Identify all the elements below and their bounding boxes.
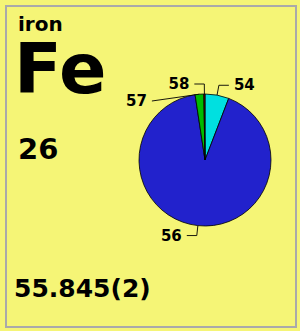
svg-text:54: 54 [234, 76, 255, 94]
svg-text:56: 56 [161, 227, 182, 245]
svg-text:iron: iron [18, 12, 63, 36]
svg-text:57: 57 [126, 92, 147, 110]
svg-text:58: 58 [168, 75, 189, 93]
svg-text:Fe: Fe [14, 28, 106, 110]
svg-text:55.845(2): 55.845(2) [14, 274, 151, 303]
svg-text:26: 26 [18, 132, 58, 166]
